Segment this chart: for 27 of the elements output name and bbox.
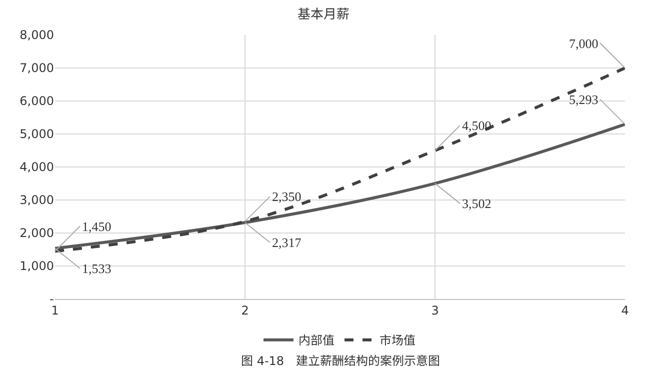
legend-label: 市场值 bbox=[380, 334, 416, 348]
data-label: 7,000 bbox=[569, 36, 598, 51]
x-tick-label: 2 bbox=[241, 303, 249, 318]
x-tick-label: 1 bbox=[51, 303, 59, 318]
x-tick-label: 4 bbox=[621, 303, 629, 318]
data-label: 1,533 bbox=[82, 261, 112, 276]
data-label: 5,293 bbox=[569, 92, 598, 107]
y-tick-label: 6,000 bbox=[20, 94, 54, 108]
line-series bbox=[55, 122, 625, 250]
data-label: 2,317 bbox=[272, 235, 302, 250]
data-label: 1,450 bbox=[82, 219, 112, 234]
y-tick-label: 1,000 bbox=[20, 259, 54, 274]
y-tick-label: 7,000 bbox=[20, 61, 54, 76]
legend-label: 内部值 bbox=[298, 334, 335, 348]
y-tick-label: 8,000 bbox=[20, 28, 54, 42]
y-tick-label: - bbox=[50, 292, 54, 306]
y-tick-label: 5,000 bbox=[20, 127, 54, 142]
x-tick-label: 3 bbox=[431, 303, 439, 318]
data-label: 3,502 bbox=[462, 196, 492, 211]
y-tick-label: 3,000 bbox=[20, 193, 54, 208]
caption: 图 4-18 建立薪酬结构的案例示意图 bbox=[241, 354, 440, 368]
line-series bbox=[55, 66, 625, 253]
chart-title: 基本月薪 bbox=[297, 7, 350, 22]
y-tick-label: 2,000 bbox=[20, 226, 54, 240]
y-tick-label: 4,000 bbox=[20, 160, 54, 174]
data-label: 4,500 bbox=[462, 118, 492, 133]
data-label: 2,350 bbox=[272, 189, 302, 204]
